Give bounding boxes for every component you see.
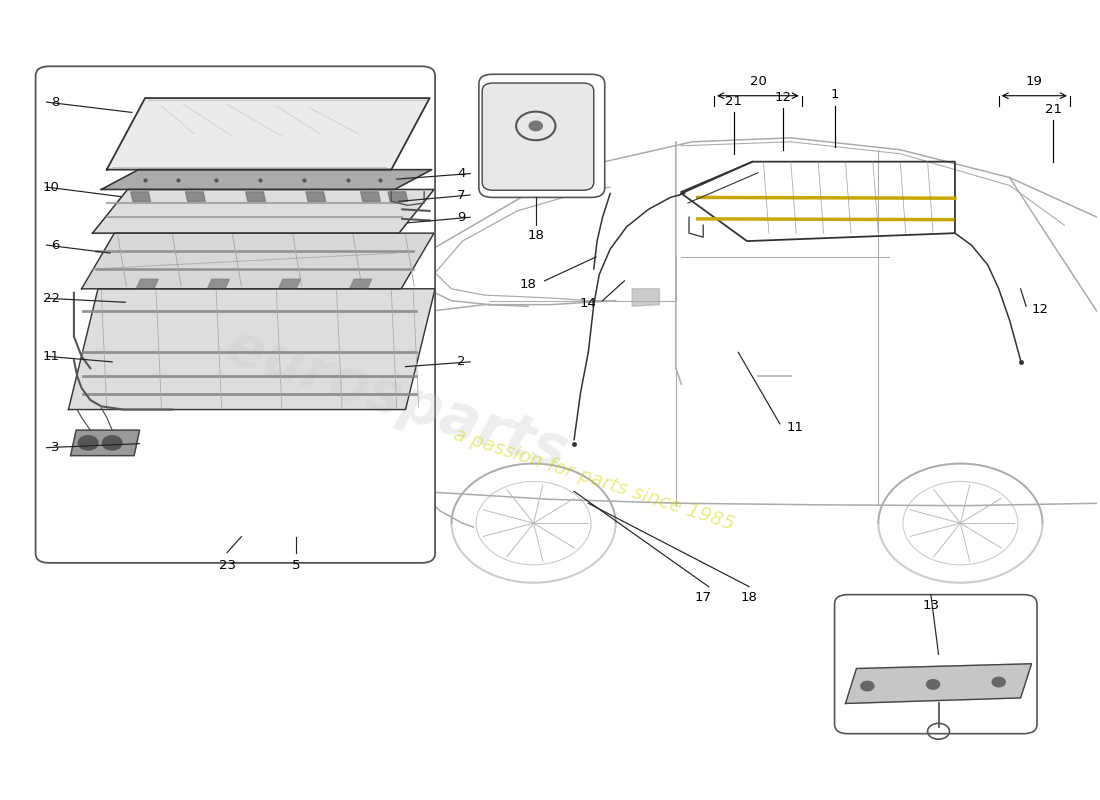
Polygon shape (101, 170, 432, 190)
Text: 18: 18 (740, 590, 758, 604)
Circle shape (102, 436, 122, 450)
Text: 17: 17 (695, 590, 712, 604)
Polygon shape (350, 279, 372, 289)
Text: 20: 20 (749, 74, 767, 88)
Text: 21: 21 (725, 94, 742, 108)
Text: 11: 11 (43, 350, 59, 363)
Polygon shape (81, 233, 434, 289)
Polygon shape (68, 289, 436, 410)
Polygon shape (70, 430, 140, 456)
Text: 4: 4 (456, 167, 465, 180)
Text: 14: 14 (579, 297, 596, 310)
Polygon shape (136, 279, 158, 289)
Polygon shape (208, 279, 229, 289)
Polygon shape (846, 664, 1032, 703)
Text: 18: 18 (520, 278, 537, 290)
Polygon shape (388, 192, 408, 202)
Text: 10: 10 (43, 181, 59, 194)
Polygon shape (306, 192, 326, 202)
Text: 22: 22 (43, 292, 59, 305)
Text: 6: 6 (52, 238, 59, 251)
Text: 2: 2 (456, 355, 465, 368)
Polygon shape (107, 98, 430, 170)
Polygon shape (131, 192, 151, 202)
Circle shape (861, 682, 875, 690)
Text: 5: 5 (292, 559, 300, 572)
Circle shape (992, 678, 1005, 686)
Circle shape (529, 121, 542, 130)
Polygon shape (245, 192, 265, 202)
Text: 1: 1 (830, 88, 839, 102)
FancyBboxPatch shape (478, 74, 605, 198)
Text: 12: 12 (774, 90, 792, 104)
Text: 8: 8 (52, 95, 59, 109)
Text: 21: 21 (1045, 102, 1062, 115)
Text: 12: 12 (1032, 303, 1048, 316)
Text: eurosparts: eurosparts (218, 318, 575, 482)
Polygon shape (92, 190, 434, 233)
Text: 23: 23 (219, 559, 235, 572)
Circle shape (78, 436, 98, 450)
FancyBboxPatch shape (482, 83, 594, 190)
Text: 7: 7 (456, 189, 465, 202)
Circle shape (926, 680, 939, 689)
Polygon shape (361, 192, 381, 202)
FancyBboxPatch shape (835, 594, 1037, 734)
Text: 18: 18 (527, 229, 544, 242)
Text: 11: 11 (786, 421, 803, 434)
Polygon shape (278, 279, 300, 289)
FancyBboxPatch shape (35, 66, 436, 563)
Polygon shape (186, 192, 206, 202)
Text: a passion for parts since 1985: a passion for parts since 1985 (451, 425, 737, 534)
Text: 3: 3 (52, 441, 59, 454)
Polygon shape (632, 289, 659, 306)
Text: 13: 13 (923, 598, 939, 612)
Text: 9: 9 (456, 210, 465, 224)
Text: 19: 19 (1025, 74, 1042, 88)
